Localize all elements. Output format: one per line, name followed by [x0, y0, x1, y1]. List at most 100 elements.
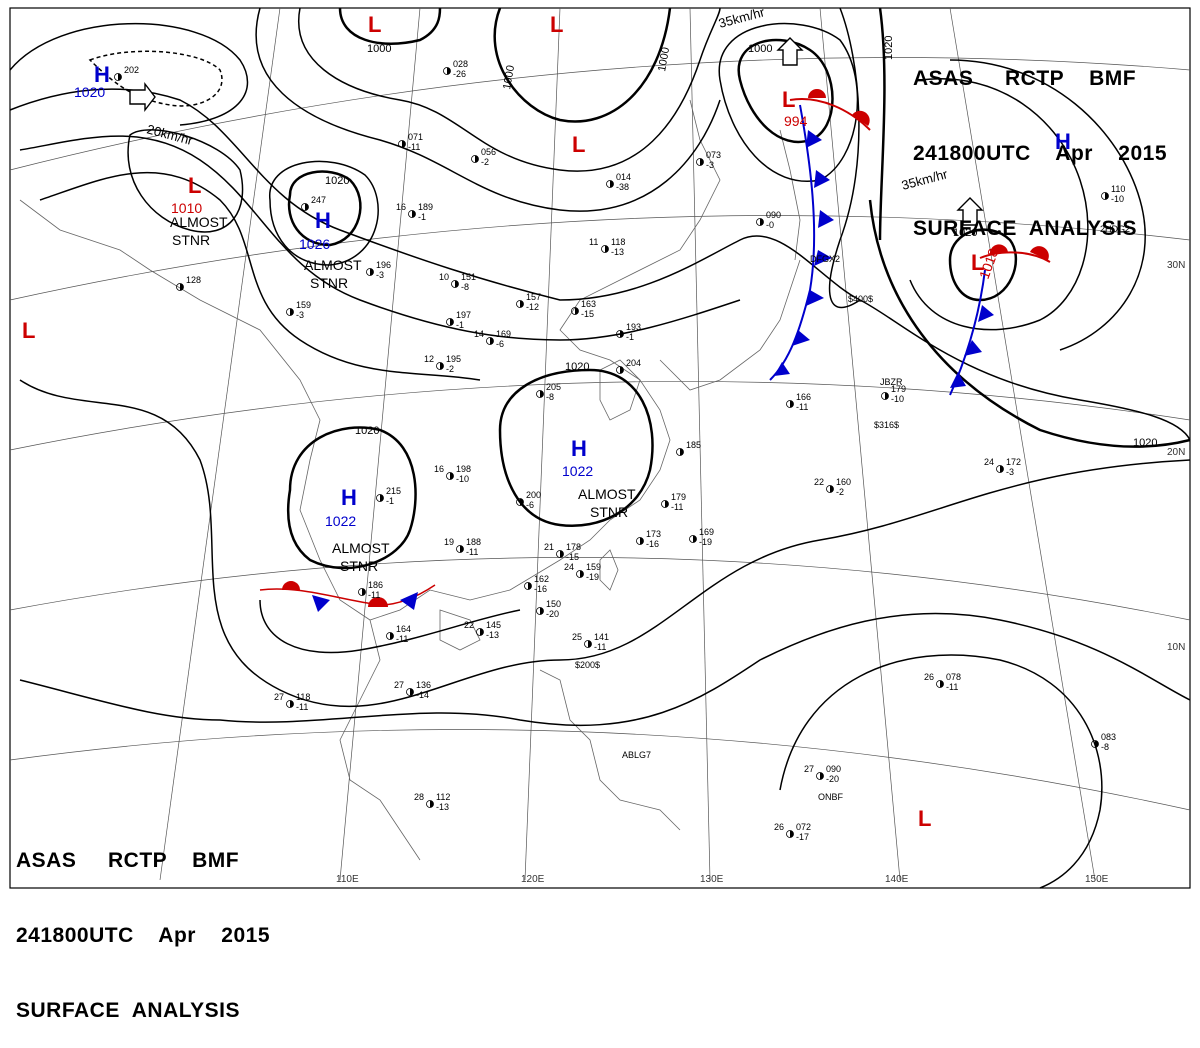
- center-letters: H L H H H L L H L L L L L: [22, 12, 1071, 831]
- station-pressure: 136: [416, 680, 431, 690]
- isobar-1012-ne: [949, 59, 1146, 351]
- isobar-1000-top-left: [338, 7, 442, 45]
- low-center-top2: L: [550, 12, 563, 37]
- station-code: 2HDG2: [1100, 224, 1130, 234]
- station-cloud-cover: [475, 155, 479, 163]
- station-cloud-cover: [380, 494, 384, 502]
- station-plot: 157-12: [516, 292, 541, 312]
- station-tendency: -11: [946, 682, 958, 692]
- station-cloud-cover: [1105, 192, 1109, 200]
- station-plot: 193-1: [616, 322, 641, 342]
- isobar-label: 1020: [1133, 437, 1157, 449]
- lon-label: 140E: [885, 874, 909, 885]
- station-plot: 056-2: [471, 147, 496, 167]
- front-triangle: [400, 592, 418, 610]
- station-pressure: 071: [408, 132, 423, 142]
- station-pressure: 160: [836, 477, 851, 487]
- lat-label: 30N: [1167, 260, 1185, 271]
- station-tendency: -38: [616, 182, 629, 192]
- station-cloud-cover: [455, 280, 459, 288]
- station-cloud-cover: [520, 300, 524, 308]
- station-tendency: -26: [453, 69, 466, 79]
- station-pressure: 172: [1006, 457, 1021, 467]
- station-temp: 25: [572, 632, 582, 642]
- station-cloud-cover: [290, 308, 294, 316]
- isobar-1016-ne: [909, 78, 1089, 331]
- pressure-value-nw-low: 1010: [171, 200, 202, 216]
- station-tendency: -11: [408, 142, 420, 152]
- station-tendency: -2: [446, 364, 454, 374]
- station-tendency: -1: [626, 332, 634, 342]
- movement-arrows: [129, 37, 984, 226]
- front-triangle: [792, 330, 810, 346]
- station-temp: 24: [984, 457, 994, 467]
- station-plot: 179-10: [881, 384, 906, 404]
- sakhalin-coastline: [779, 129, 801, 261]
- station-pressure: 200: [526, 490, 541, 500]
- station-plot: 12 195-2: [424, 354, 461, 374]
- station-cloud-cover: [180, 283, 184, 291]
- note-stnr-sc: STNR: [340, 558, 378, 574]
- isobar-1016a: [19, 379, 1191, 708]
- station-temp: 19: [444, 537, 454, 547]
- station-cloud-cover: [665, 500, 669, 508]
- isobar-1012-nw-low: [127, 129, 244, 233]
- station-cloud-cover: [610, 180, 614, 188]
- station-plot: 028-26: [443, 59, 468, 79]
- station-temp: 26: [774, 822, 784, 832]
- station-cloud-cover: [362, 588, 366, 596]
- station-cloud-cover: [1000, 465, 1004, 473]
- station-pressure: 215: [386, 486, 401, 496]
- isobar-label: 1020: [355, 425, 379, 437]
- station-plot: 186-11: [358, 580, 383, 600]
- isobar-1020-ec-high: [498, 368, 654, 527]
- station-pressure: 141: [594, 632, 609, 642]
- station-plot: 083-8: [1091, 732, 1116, 752]
- station-plot: 24 172-3: [984, 457, 1021, 477]
- station-pressure: 173: [646, 529, 661, 539]
- station-cloud-cover: [605, 245, 609, 253]
- station-cloud-cover: [620, 366, 624, 374]
- station-temp: 27: [274, 692, 284, 702]
- station-pressure: 193: [626, 322, 641, 332]
- station-temp: 22: [464, 620, 474, 630]
- station-tendency: -6: [526, 500, 534, 510]
- lon-label: 120E: [521, 874, 545, 885]
- isobar-1022-north-high: [269, 160, 379, 266]
- station-pressure: 169: [699, 527, 714, 537]
- station-pressure: 166: [796, 392, 811, 402]
- station-plot: 014-38: [606, 172, 631, 192]
- front-semicircle: [808, 89, 826, 98]
- station-cloud-cover: [830, 485, 834, 493]
- warm-front-japan-line: [789, 98, 871, 131]
- front-triangle: [312, 595, 330, 612]
- isobar-label: 1000: [748, 43, 772, 55]
- axis-labels: 110E 120E 130E 140E 150E 30N 20N 10N: [336, 260, 1185, 885]
- station-code: ABLG7: [622, 750, 651, 760]
- isobar-value-labels: 1000 1000 1000 1000 1020 1020 1020 1020 …: [325, 36, 1157, 449]
- stationary-notes: ALMOST STNR ALMOST STNR ALMOST STNR ALMO…: [170, 214, 636, 574]
- station-plot: 22 145-13: [464, 620, 501, 640]
- station-cloud-cover: [305, 203, 309, 211]
- station-tendency: -1: [386, 496, 394, 506]
- isobar-1004: [298, 7, 721, 172]
- low-center-west: L: [22, 318, 35, 343]
- station-tendency: -17: [796, 832, 809, 842]
- high-center-nw: H: [94, 62, 110, 87]
- move-arrow-pacific: [956, 197, 984, 226]
- meridian-120e: [524, 7, 561, 881]
- pressure-value-ec-high: 1022: [562, 463, 593, 479]
- note-stnr-nw: STNR: [172, 232, 210, 248]
- lat-line-30n: [9, 215, 1191, 301]
- station-tendency: -8: [1101, 742, 1109, 752]
- station-pressure: 083: [1101, 732, 1116, 742]
- station-cloud-cover: [790, 400, 794, 408]
- movement-labels: 20km/hr 35km/hr 35km/hr: [145, 4, 950, 193]
- note-stnr-ec: STNR: [590, 504, 628, 520]
- isobar-1020-vertical: [878, 7, 886, 241]
- station-tendency: -1: [418, 212, 426, 222]
- low-center-pacific: L: [971, 250, 984, 275]
- station-pressure: 204: [626, 358, 641, 368]
- pressure-value-sc-high: 1022: [325, 513, 356, 529]
- station-tendency: -11: [594, 642, 606, 652]
